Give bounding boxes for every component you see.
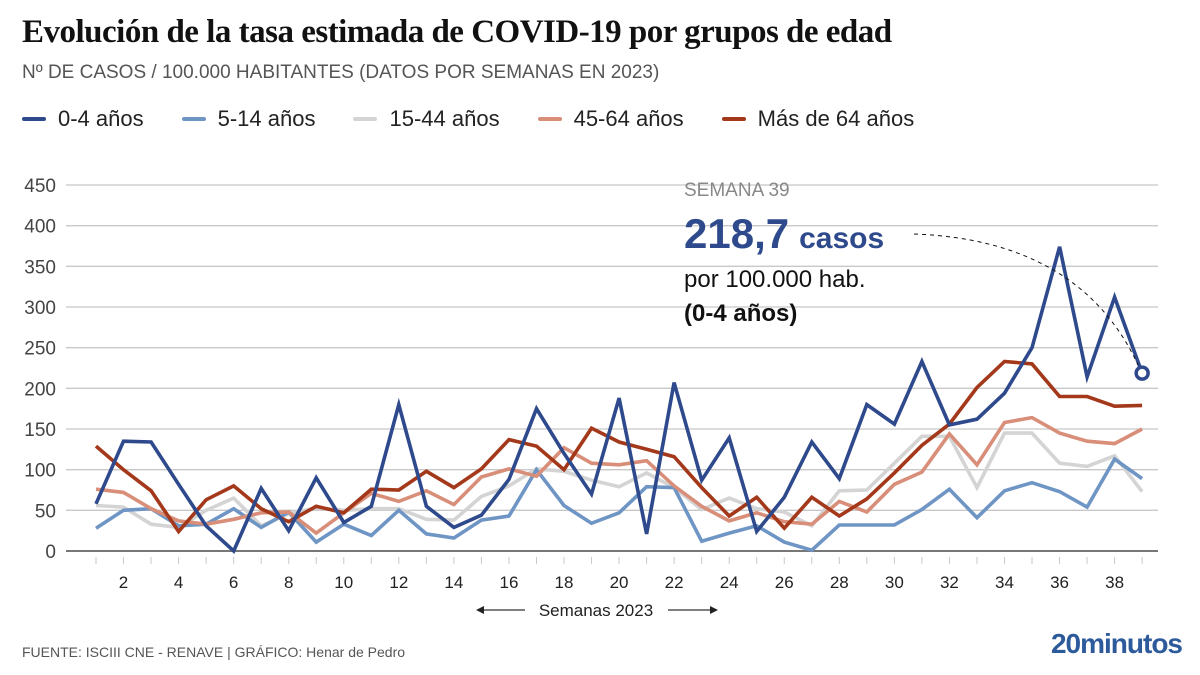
y-tick-label: 250 xyxy=(24,339,56,360)
legend: 0-4 años 5-14 años 15-44 años 45-64 años… xyxy=(22,106,952,132)
legend-swatch xyxy=(721,117,746,121)
annotation-value: 218,7 casos xyxy=(684,210,884,257)
y-tick-label: 0 xyxy=(45,542,56,563)
x-tick-label: 32 xyxy=(940,573,959,592)
x-axis-label: Semanas 2023 xyxy=(539,601,653,620)
annotation-marker xyxy=(1134,365,1150,381)
legend-swatch xyxy=(537,117,562,121)
x-tick-label: 26 xyxy=(775,573,794,592)
legend-label: 5-14 años xyxy=(217,106,316,131)
series-lines xyxy=(94,246,1150,555)
x-tick-label: 12 xyxy=(389,573,408,592)
y-tick-label: 350 xyxy=(24,257,56,278)
y-tick-label: 200 xyxy=(24,379,56,400)
y-tick-label: 400 xyxy=(24,217,56,238)
right-arrow-icon xyxy=(710,606,718,614)
x-tick-label: 18 xyxy=(555,573,574,592)
x-tick-label: 2 xyxy=(119,573,128,592)
x-tick-label: 24 xyxy=(720,573,739,592)
x-tick-label: 28 xyxy=(830,573,849,592)
legend-item-15-44: 15-44 años xyxy=(353,106,500,132)
x-tick-label: 20 xyxy=(610,573,629,592)
gridlines xyxy=(66,184,1158,552)
y-tick-label: 300 xyxy=(24,298,56,319)
annotation-line3: (0-4 años) xyxy=(684,300,797,327)
series-line-4 xyxy=(94,359,1143,535)
x-tick-label: 8 xyxy=(284,573,293,592)
series-line-1 xyxy=(95,456,1144,553)
x-axis-caption: Semanas 2023 xyxy=(476,601,718,620)
x-tick-label: 10 xyxy=(334,573,353,592)
x-axis-ticks: 2 4 6 8 10 12 14 16 18 20 22 24 26 28 30 32 34 36 38 xyxy=(95,557,1143,592)
y-tick-label: 50 xyxy=(35,501,56,522)
x-tick-label: 16 xyxy=(499,573,518,592)
x-tick-label: 4 xyxy=(174,573,183,592)
legend-label: 15-44 años xyxy=(389,106,500,131)
legend-item-45-64: 45-64 años xyxy=(537,106,684,132)
legend-label: Más de 64 años xyxy=(757,106,915,131)
annotation-number: 218,7 xyxy=(684,210,789,257)
chart-title: Evolución de la tasa estimada de COVID-1… xyxy=(22,14,892,50)
legend-item-5-14: 5-14 años xyxy=(181,106,316,132)
x-tick-label: 30 xyxy=(885,573,904,592)
annotation-unit: casos xyxy=(799,222,884,255)
annotation-connector xyxy=(913,233,1139,366)
brand-logo: 20minutos xyxy=(1050,628,1183,659)
annotation-week: SEMANA 39 xyxy=(684,180,790,201)
legend-item-64-plus: Más de 64 años xyxy=(721,106,915,132)
left-arrow-icon xyxy=(476,606,484,614)
x-tick-label: 6 xyxy=(229,573,238,592)
y-tick-label: 150 xyxy=(24,420,56,441)
annotation-line2: por 100.000 hab. xyxy=(684,266,866,293)
chart-subtitle: Nº DE CASOS / 100.000 HABITANTES (DATOS … xyxy=(22,62,660,83)
legend-item-0-4: 0-4 años xyxy=(22,106,144,132)
x-tick-label: 36 xyxy=(1050,573,1069,592)
x-tick-label: 38 xyxy=(1105,573,1124,592)
x-tick-label: 22 xyxy=(665,573,684,592)
legend-label: 0-4 años xyxy=(58,106,144,131)
legend-swatch xyxy=(22,117,46,121)
series-line-0 xyxy=(94,246,1144,555)
legend-swatch xyxy=(353,117,378,121)
x-tick-label: 34 xyxy=(995,573,1014,592)
y-tick-label: 100 xyxy=(24,461,56,482)
legend-swatch xyxy=(181,117,206,121)
y-axis-ticks: 0 50 100 150 200 250 300 350 400 450 xyxy=(24,176,56,563)
x-tick-label: 14 xyxy=(444,573,463,592)
y-tick-label: 450 xyxy=(24,176,56,197)
source-credit: FUENTE: ISCIII CNE - RENAVE | GRÁFICO: H… xyxy=(22,644,406,660)
legend-label: 45-64 años xyxy=(573,106,684,131)
annotation: SEMANA 39 218,7 casos por 100.000 hab. (0… xyxy=(684,180,1139,366)
